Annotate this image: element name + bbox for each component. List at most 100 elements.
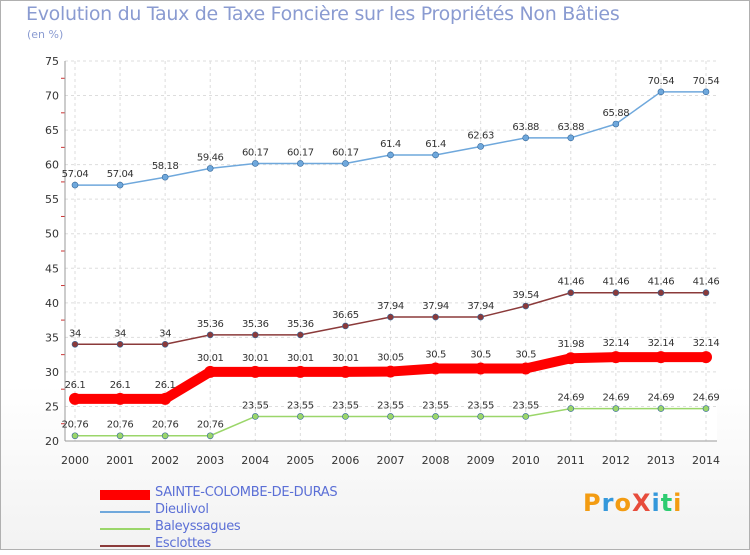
- data-point: [161, 340, 169, 348]
- y-tick-label: 50: [45, 228, 59, 241]
- data-point: [567, 134, 575, 142]
- data-label: 31.98: [557, 339, 584, 350]
- data-label: 23.55: [422, 400, 449, 411]
- x-tick-label: 2009: [467, 454, 495, 467]
- data-point: [249, 365, 262, 378]
- data-label: 61.4: [425, 139, 446, 150]
- data-label: 35.36: [242, 319, 269, 330]
- data-label: 39.54: [512, 290, 539, 301]
- logo-letter: X: [631, 489, 652, 517]
- data-label: 23.55: [512, 400, 539, 411]
- legend-swatch: [100, 511, 150, 513]
- data-label: 70.54: [693, 76, 720, 87]
- data-label: 60.17: [242, 147, 269, 158]
- x-tick-label: 2002: [151, 454, 179, 467]
- chart-title: Evolution du Taux de Taxe Foncière sur l…: [26, 3, 620, 25]
- data-point: [477, 413, 484, 420]
- x-tick-label: 2004: [241, 454, 269, 467]
- data-label: 23.55: [377, 400, 404, 411]
- legend-label: SAINTE-COLOMBE-DE-DURAS: [155, 485, 338, 500]
- data-label: 59.46: [197, 152, 224, 163]
- data-label: 20.76: [107, 420, 134, 431]
- data-label: 61.4: [380, 139, 401, 150]
- x-tick-label: 2005: [286, 454, 314, 467]
- data-point: [384, 365, 397, 378]
- data-point: [297, 413, 304, 420]
- data-label: 30.01: [197, 353, 224, 364]
- data-label: 30.01: [242, 353, 269, 364]
- data-point: [567, 405, 575, 412]
- data-label: 35.36: [287, 319, 314, 330]
- y-tick-label: 25: [45, 400, 59, 413]
- data-point: [161, 173, 169, 181]
- data-point: [654, 351, 667, 364]
- data-point: [114, 392, 127, 405]
- data-point: [432, 413, 439, 420]
- y-tick-label: 45: [45, 262, 59, 275]
- data-label: 32.14: [693, 338, 720, 349]
- data-label: 34: [159, 328, 171, 339]
- data-label: 37.94: [422, 301, 449, 312]
- data-label: 24.69: [693, 393, 720, 404]
- x-tick-label: 2006: [331, 454, 359, 467]
- data-label: 30.01: [332, 353, 359, 364]
- data-point: [387, 413, 394, 420]
- data-label: 24.69: [557, 393, 584, 404]
- data-label: 20.76: [197, 420, 224, 431]
- legend-swatch: [100, 490, 150, 500]
- data-point: [567, 289, 575, 297]
- y-tick-label: 55: [45, 193, 59, 206]
- data-label: 60.17: [287, 147, 314, 158]
- data-point: [702, 405, 710, 412]
- data-label: 34: [69, 328, 81, 339]
- data-point: [519, 362, 532, 375]
- data-label: 60.17: [332, 147, 359, 158]
- data-label: 30.5: [515, 349, 536, 360]
- x-tick-label: 2013: [647, 454, 675, 467]
- data-point: [522, 134, 530, 142]
- data-label: 26.1: [155, 380, 176, 391]
- data-point: [477, 143, 484, 150]
- data-label: 41.46: [603, 277, 630, 288]
- data-point: [206, 165, 214, 172]
- data-point: [657, 88, 665, 96]
- data-label: 30.5: [425, 349, 446, 360]
- data-label: 57.04: [107, 169, 134, 180]
- data-label: 63.88: [557, 122, 584, 133]
- data-point: [297, 331, 304, 339]
- data-point: [387, 313, 394, 321]
- data-point: [702, 88, 710, 96]
- x-tick-label: 2008: [422, 454, 450, 467]
- data-label: 41.46: [557, 277, 584, 288]
- logo-letter: t: [660, 489, 674, 517]
- data-point: [387, 151, 394, 159]
- x-tick-label: 2007: [377, 454, 405, 467]
- legend-label: Baleyssagues: [155, 519, 241, 534]
- data-label: 37.94: [377, 301, 404, 312]
- data-point: [657, 289, 665, 297]
- logo-letter: i: [651, 489, 661, 517]
- logo-letter: r: [601, 489, 615, 517]
- chart-subtitle: (en %): [27, 28, 64, 41]
- data-point: [204, 365, 217, 378]
- data-point: [564, 352, 577, 365]
- data-label: 34: [114, 328, 126, 339]
- y-tick-label: 60: [45, 159, 59, 172]
- data-label: 63.88: [512, 122, 539, 133]
- data-label: 65.88: [603, 108, 630, 119]
- y-tick-label: 40: [45, 297, 59, 310]
- data-label: 23.55: [287, 400, 314, 411]
- plot-area: [65, 61, 717, 441]
- legend-label: Dieulivol: [155, 502, 209, 517]
- logo-letter: P: [583, 489, 602, 517]
- data-label: 32.14: [603, 338, 630, 349]
- data-point: [116, 181, 124, 189]
- data-label: 30.5: [470, 349, 491, 360]
- data-point: [432, 151, 439, 159]
- data-point: [116, 432, 124, 440]
- data-label: 23.55: [242, 400, 269, 411]
- data-point: [116, 340, 124, 348]
- x-tick-label: 2010: [512, 454, 540, 467]
- data-label: 57.04: [62, 169, 89, 180]
- data-point: [71, 340, 79, 348]
